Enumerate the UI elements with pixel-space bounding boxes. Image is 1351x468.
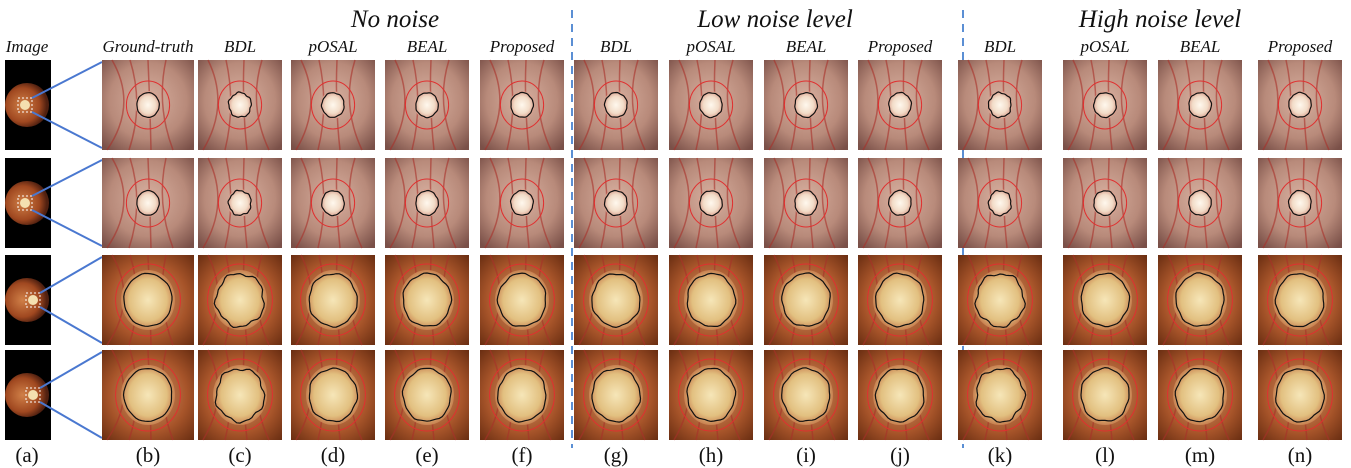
optic-disc xyxy=(973,270,1027,330)
column-header: Proposed xyxy=(1267,37,1333,56)
optic-disc xyxy=(121,270,175,330)
panel-letter: (j) xyxy=(890,443,910,467)
optic-disc xyxy=(1287,189,1312,217)
optic-disc xyxy=(684,365,738,425)
column-header: BEAL xyxy=(407,37,448,56)
optic-disc xyxy=(887,189,912,217)
column-header: Proposed xyxy=(489,37,555,56)
panel-letter: (a) xyxy=(15,443,38,467)
panel-letter: (d) xyxy=(321,443,346,467)
optic-disc xyxy=(1173,270,1227,330)
optic-disc xyxy=(306,270,360,330)
optic-disc xyxy=(1287,91,1312,119)
optic-disc xyxy=(779,365,833,425)
optic-disc xyxy=(213,270,267,330)
column-header: Ground-truth xyxy=(103,37,194,56)
optic-disc xyxy=(1078,270,1132,330)
fundus-image xyxy=(5,278,49,322)
optic-disc xyxy=(1092,189,1117,217)
optic-disc xyxy=(779,270,833,330)
optic-disc xyxy=(135,91,160,119)
optic-disc xyxy=(1092,91,1117,119)
optic-disc xyxy=(887,91,912,119)
optic-disc xyxy=(227,189,252,217)
optic-disc xyxy=(28,390,38,400)
optic-disc xyxy=(213,365,267,425)
optic-disc xyxy=(1173,365,1227,425)
optic-disc xyxy=(793,91,818,119)
panel-letter: (k) xyxy=(988,443,1013,467)
optic-disc xyxy=(320,91,345,119)
column-header: pOSAL xyxy=(307,37,357,56)
column-header: pOSAL xyxy=(1079,37,1129,56)
optic-disc xyxy=(873,270,927,330)
optic-disc xyxy=(400,270,454,330)
optic-disc xyxy=(1078,365,1132,425)
panel-letter: (i) xyxy=(796,443,816,467)
optic-disc xyxy=(400,365,454,425)
optic-disc xyxy=(698,189,723,217)
optic-disc xyxy=(589,270,643,330)
optic-disc xyxy=(873,365,927,425)
optic-disc xyxy=(28,295,38,305)
column-header: BDL xyxy=(600,37,632,56)
optic-disc xyxy=(20,100,30,110)
optic-disc xyxy=(1187,189,1212,217)
optic-disc xyxy=(603,91,628,119)
panel-letter: (b) xyxy=(136,443,161,467)
column-header: Proposed xyxy=(867,37,933,56)
optic-disc xyxy=(320,189,345,217)
panel-letter: (g) xyxy=(604,443,629,467)
figure: No noise Low noise level High noise leve… xyxy=(0,0,1351,468)
panel-letter: (f) xyxy=(512,443,533,467)
optic-disc xyxy=(509,189,534,217)
panel-letter: (e) xyxy=(415,443,438,467)
optic-disc xyxy=(121,365,175,425)
optic-disc xyxy=(987,91,1012,119)
optic-disc xyxy=(227,91,252,119)
optic-disc xyxy=(1187,91,1212,119)
group-title: No noise xyxy=(350,6,439,33)
panel-letter: (h) xyxy=(699,443,724,467)
optic-disc xyxy=(509,91,534,119)
optic-disc xyxy=(589,365,643,425)
panel-letter: (l) xyxy=(1095,443,1115,467)
group-title: Low noise level xyxy=(696,6,853,33)
optic-disc xyxy=(684,270,738,330)
optic-disc xyxy=(698,91,723,119)
fundus-image xyxy=(5,373,49,417)
column-header: BEAL xyxy=(1180,37,1221,56)
column-header: BEAL xyxy=(786,37,827,56)
optic-disc xyxy=(414,91,439,119)
column-header: BDL xyxy=(224,37,256,56)
panel-letter: (n) xyxy=(1288,443,1313,467)
optic-disc xyxy=(20,198,30,208)
optic-disc xyxy=(414,189,439,217)
optic-disc xyxy=(135,189,160,217)
optic-disc xyxy=(495,270,549,330)
column-header: BDL xyxy=(984,37,1016,56)
group-title: High noise level xyxy=(1078,6,1242,33)
panel-letter: (c) xyxy=(228,443,251,467)
optic-disc xyxy=(1273,365,1327,425)
column-header: pOSAL xyxy=(685,37,735,56)
optic-disc xyxy=(495,365,549,425)
optic-disc xyxy=(603,189,628,217)
optic-disc xyxy=(793,189,818,217)
optic-disc xyxy=(306,365,360,425)
panel-letter: (m) xyxy=(1185,443,1215,467)
optic-disc xyxy=(973,365,1027,425)
optic-disc xyxy=(1273,270,1327,330)
column-header: Image xyxy=(5,37,49,56)
